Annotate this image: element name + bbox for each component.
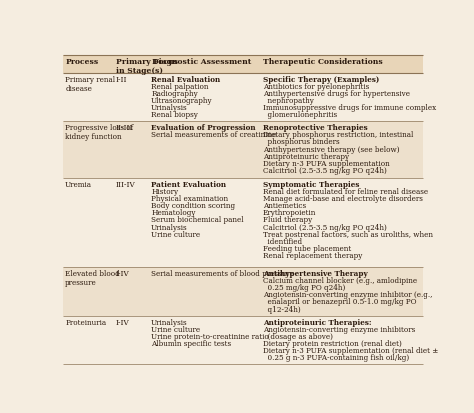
Text: Urine culture: Urine culture [151,325,201,333]
Text: Body condition scoring: Body condition scoring [151,202,235,210]
Text: identified: identified [263,237,302,245]
Text: Renal palpation: Renal palpation [151,83,209,90]
Text: Proteinuria: Proteinuria [65,318,106,326]
Text: Antiproteinuric therapy: Antiproteinuric therapy [263,152,349,160]
Bar [63,122,423,178]
Text: Albumin specific tests: Albumin specific tests [151,339,231,347]
Bar [63,316,423,364]
Text: enalapril or benazepril 0.5-1.0 mg/kg PO: enalapril or benazepril 0.5-1.0 mg/kg PO [263,298,416,306]
Text: Primary Focus
in Stage(s): Primary Focus in Stage(s) [116,58,178,75]
Text: Specific Therapy (Examples): Specific Therapy (Examples) [263,75,379,83]
Text: (dosage as above): (dosage as above) [263,332,333,340]
Text: Antibiotics for pyelonephritis: Antibiotics for pyelonephritis [263,83,369,90]
Text: Erythropoietin: Erythropoietin [263,209,316,217]
Text: Serial measurements of creatinine: Serial measurements of creatinine [151,131,276,139]
Text: Renal diet formulated for feline renal disease: Renal diet formulated for feline renal d… [263,188,428,195]
Text: I-IV: I-IV [115,318,129,326]
Text: Dietary phosphorus restriction, intestinal: Dietary phosphorus restriction, intestin… [263,131,413,139]
Text: Symptomatic Therapies: Symptomatic Therapies [263,180,359,188]
Text: Calcitriol (2.5-3.5 ng/kg PO q24h): Calcitriol (2.5-3.5 ng/kg PO q24h) [263,166,387,174]
Text: Urinalysis: Urinalysis [151,318,188,326]
Text: Progressive loss of
kidney function: Progressive loss of kidney function [65,124,133,141]
Text: Immunosuppressive drugs for immune complex: Immunosuppressive drugs for immune compl… [263,104,436,112]
Text: Renoprotective Therapies: Renoprotective Therapies [263,124,367,132]
Text: Hematology: Hematology [151,209,196,217]
Text: Uremia: Uremia [65,180,92,188]
Text: Manage acid-base and electrolyte disorders: Manage acid-base and electrolyte disorde… [263,195,423,203]
Text: Angiotensin-converting enzyme inhibitors: Angiotensin-converting enzyme inhibitors [263,325,415,333]
Text: Antiproteinuric Therapies:: Antiproteinuric Therapies: [263,318,371,326]
Text: Treat postrenal factors, such as uroliths, when: Treat postrenal factors, such as urolith… [263,230,433,238]
Text: Patient Evaluation: Patient Evaluation [151,180,226,188]
Text: Dietary protein restriction (renal diet): Dietary protein restriction (renal diet) [263,339,401,347]
Text: Calcium channel blocker (e.g., amlodipine: Calcium channel blocker (e.g., amlodipin… [263,276,417,285]
Text: Dietary n-3 PUFA supplementation: Dietary n-3 PUFA supplementation [263,159,390,167]
Text: Renal Evaluation: Renal Evaluation [151,75,220,83]
Text: Radiography: Radiography [151,90,198,97]
Text: Feeding tube placement: Feeding tube placement [263,244,351,252]
Text: Calcitriol (2.5-3.5 ng/kg PO q24h): Calcitriol (2.5-3.5 ng/kg PO q24h) [263,223,387,231]
Text: I-IV: I-IV [115,269,129,277]
Text: III-IV: III-IV [115,180,135,188]
Text: History: History [151,188,178,195]
Text: Antihypertensive drugs for hypertensive: Antihypertensive drugs for hypertensive [263,90,410,97]
Text: Urinalysis: Urinalysis [151,223,188,231]
Text: q12-24h): q12-24h) [263,305,301,313]
Text: Renal biopsy: Renal biopsy [151,111,198,119]
Bar [63,74,423,122]
Text: Antihypertensive therapy (see below): Antihypertensive therapy (see below) [263,145,400,153]
Text: Angiotensin-converting enzyme inhibitor (e.g.,: Angiotensin-converting enzyme inhibitor … [263,291,432,299]
Text: Process: Process [65,58,99,66]
Text: nephropathy: nephropathy [263,97,314,104]
Text: Evaluation of Progression: Evaluation of Progression [151,124,256,132]
Text: Renal replacement therapy: Renal replacement therapy [263,252,362,259]
Text: Serum biochemical panel: Serum biochemical panel [151,216,244,224]
Text: Therapeutic Considerations: Therapeutic Considerations [263,58,383,66]
Text: Urine protein-to-creatinine ratio: Urine protein-to-creatinine ratio [151,332,269,340]
Text: 0.25 g n-3 PUFA-containing fish oil/kg): 0.25 g n-3 PUFA-containing fish oil/kg) [263,354,409,361]
Bar [63,178,423,267]
Text: Primary renal
disease: Primary renal disease [65,75,115,93]
Text: Fluid therapy: Fluid therapy [263,216,312,224]
Text: Physical examination: Physical examination [151,195,228,203]
Text: Dietary n-3 PUFA supplementation (renal diet ±: Dietary n-3 PUFA supplementation (renal … [263,346,438,354]
Text: Elevated blood
pressure: Elevated blood pressure [65,269,120,287]
Bar [63,267,423,316]
Text: Serial measurements of blood pressure: Serial measurements of blood pressure [151,269,294,277]
Bar [63,56,423,74]
Text: Diagnostic Assessment: Diagnostic Assessment [152,58,251,66]
Text: I-II: I-II [115,75,127,83]
Text: Antiemetics: Antiemetics [263,202,306,210]
Text: Urine culture: Urine culture [151,230,201,238]
Text: phosphorus binders: phosphorus binders [263,138,339,146]
Text: Ultrasonography: Ultrasonography [151,97,213,104]
Text: II-III: II-III [115,124,133,132]
Text: glomerulonephritis: glomerulonephritis [263,111,337,119]
Text: Urinalysis: Urinalysis [151,104,188,112]
Text: Antihypertensive Therapy: Antihypertensive Therapy [263,269,367,277]
Text: 0.25 mg/kg PO q24h): 0.25 mg/kg PO q24h) [263,284,345,292]
